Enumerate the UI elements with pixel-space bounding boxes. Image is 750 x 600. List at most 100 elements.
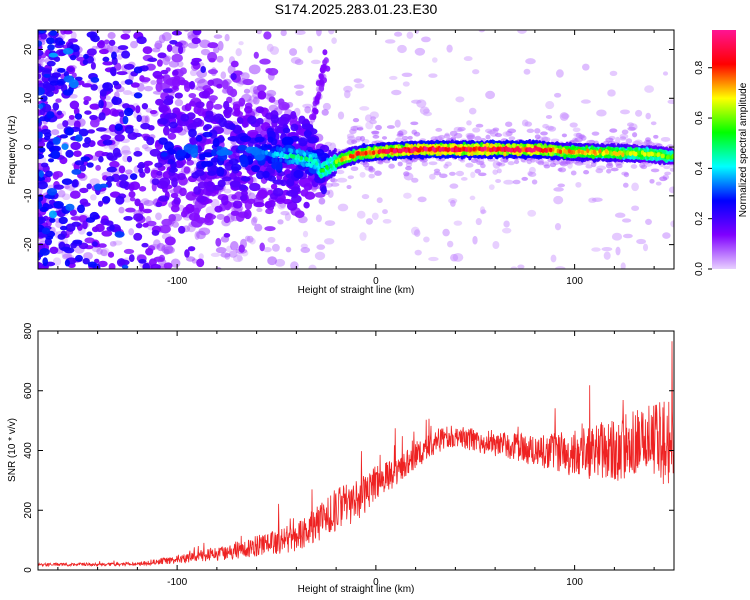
heatmap-cell bbox=[267, 175, 277, 182]
heatmap-cell bbox=[233, 107, 241, 117]
heatmap-cell bbox=[659, 176, 668, 182]
heatmap-cell bbox=[52, 171, 60, 180]
heatmap-cell bbox=[492, 240, 500, 250]
heatmap-cell bbox=[64, 259, 70, 267]
heatmap-cell bbox=[38, 66, 45, 71]
heatmap-cell bbox=[586, 148, 590, 154]
heatmap-cell bbox=[63, 30, 73, 35]
heatmap-cell bbox=[220, 147, 229, 156]
heatmap-cell bbox=[97, 243, 107, 248]
heatmap-cell bbox=[47, 44, 55, 51]
heatmap-cell bbox=[216, 213, 225, 220]
heatmap-cell bbox=[230, 210, 240, 216]
heatmap-cell bbox=[511, 143, 516, 148]
heatmap-cell bbox=[402, 81, 410, 87]
heatmap-cell bbox=[359, 232, 367, 241]
x-tick-label: -100 bbox=[167, 577, 187, 588]
heatmap-cell bbox=[525, 58, 536, 65]
heatmap-cell bbox=[248, 64, 261, 75]
heatmap-cell bbox=[630, 164, 638, 169]
heatmap-cell bbox=[372, 134, 380, 139]
heatmap-cell bbox=[97, 260, 108, 268]
heatmap-cell bbox=[394, 119, 401, 128]
heatmap-cell bbox=[162, 55, 171, 66]
heatmap-cell bbox=[537, 160, 545, 166]
heatmap-cell bbox=[50, 129, 60, 136]
heatmap-cell bbox=[401, 72, 413, 77]
heatmap-cell bbox=[316, 30, 322, 37]
heatmap-cell bbox=[385, 144, 389, 150]
heatmap-cell bbox=[554, 92, 562, 98]
heatmap-cell bbox=[140, 122, 151, 130]
heatmap-cell bbox=[68, 114, 75, 120]
heatmap-cell bbox=[531, 139, 535, 145]
heatmap-cell bbox=[642, 243, 649, 252]
heatmap-cell bbox=[501, 227, 512, 234]
heatmap-cell bbox=[106, 152, 114, 161]
heatmap-cell bbox=[481, 150, 485, 156]
heatmap-cell bbox=[90, 84, 98, 91]
heatmap-cell bbox=[503, 151, 507, 157]
heatmap-cell bbox=[141, 102, 149, 110]
heatmap-cell bbox=[410, 121, 419, 126]
heatmap-cell bbox=[601, 246, 613, 252]
heatmap-cell bbox=[347, 136, 356, 141]
heatmap-cell bbox=[350, 125, 359, 132]
heatmap-cell bbox=[169, 40, 178, 45]
heatmap-cell bbox=[178, 45, 184, 55]
heatmap-cell bbox=[622, 182, 629, 188]
heatmap-cell bbox=[224, 33, 230, 42]
heatmap-cell bbox=[527, 209, 537, 217]
heatmap-cell bbox=[370, 130, 380, 135]
heatmap-cell bbox=[49, 217, 56, 223]
heatmap-cell bbox=[38, 216, 44, 226]
heatmap-cell bbox=[592, 158, 597, 163]
heatmap-cell bbox=[248, 192, 256, 201]
heatmap-cell bbox=[591, 131, 600, 136]
heatmap-cell bbox=[80, 156, 91, 162]
heatmap-cell bbox=[249, 182, 261, 192]
heatmap-cell bbox=[388, 163, 395, 169]
heatmap-cell bbox=[223, 232, 231, 238]
x-tick-label: 0 bbox=[373, 577, 379, 588]
heatmap-cell bbox=[372, 150, 376, 155]
heatmap-cell bbox=[79, 187, 89, 194]
colorbar-label: Normalized spectral amplitude bbox=[738, 82, 749, 217]
heatmap-cell bbox=[391, 89, 402, 96]
heatmap-cell bbox=[262, 170, 270, 179]
heatmap-cell bbox=[90, 62, 96, 70]
heatmap-cell bbox=[397, 44, 407, 54]
heatmap-cell bbox=[108, 39, 116, 46]
heatmap-cell bbox=[413, 131, 421, 137]
heatmap-cell bbox=[381, 148, 385, 154]
heatmap-cell bbox=[557, 183, 566, 188]
heatmap-cell bbox=[89, 103, 100, 110]
heatmap-cell bbox=[44, 237, 53, 246]
heatmap-cell bbox=[368, 165, 374, 171]
heatmap-cell bbox=[152, 70, 163, 79]
heatmap-cell bbox=[46, 187, 58, 196]
heatmap-cell bbox=[223, 188, 232, 194]
heatmap-cell bbox=[193, 117, 203, 127]
heatmap-cell bbox=[145, 247, 154, 256]
heatmap-cell bbox=[660, 153, 664, 159]
heatmap-cell bbox=[645, 112, 651, 120]
heatmap-cell bbox=[318, 73, 324, 80]
heatmap-cell bbox=[509, 153, 513, 159]
heatmap-cell bbox=[38, 87, 45, 96]
heatmap-cell bbox=[518, 148, 522, 153]
heatmap-cell bbox=[167, 132, 177, 140]
heatmap-cell bbox=[449, 183, 459, 189]
heatmap-cell bbox=[359, 106, 370, 111]
heatmap-cell bbox=[39, 30, 46, 34]
heatmap-cell bbox=[300, 247, 311, 253]
heatmap-cell bbox=[514, 159, 520, 165]
heatmap-cell bbox=[421, 36, 431, 43]
heatmap-cell bbox=[414, 249, 422, 256]
heatmap-cell bbox=[293, 84, 305, 89]
heatmap-cell bbox=[220, 71, 227, 80]
heatmap-cell bbox=[74, 76, 83, 81]
heatmap-cell bbox=[142, 222, 149, 228]
heatmap-cell bbox=[324, 220, 336, 227]
